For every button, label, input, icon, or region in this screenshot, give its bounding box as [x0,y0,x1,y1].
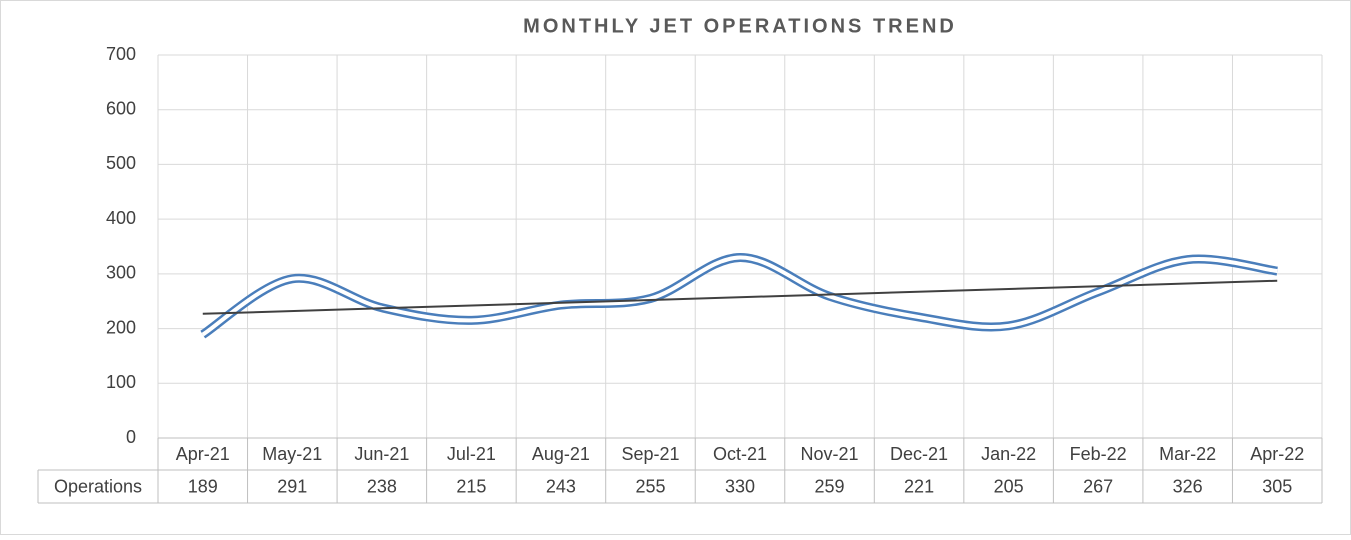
table-value: 259 [815,476,845,496]
x-tick-label: Nov-21 [801,444,859,464]
series-line-inner [201,255,1278,337]
table-value: 215 [456,476,486,496]
x-tick-label: Jun-21 [354,444,409,464]
x-tick-label: Jul-21 [447,444,496,464]
x-tick-label: Jan-22 [981,444,1036,464]
trendline [202,279,1278,315]
chart-title: MONTHLY JET OPERATIONS TREND [523,15,957,37]
x-tick-label: Aug-21 [532,444,590,464]
x-tick-label: Apr-22 [1250,444,1304,464]
x-tick-label: Apr-21 [176,444,230,464]
x-tick-label: Sep-21 [621,444,679,464]
y-tick-label: 400 [106,208,136,228]
y-tick-label: 0 [126,427,136,447]
y-tick-label: 200 [106,317,136,337]
table-value: 238 [367,476,397,496]
y-tick-label: 700 [106,44,136,64]
table-value: 255 [635,476,665,496]
x-tick-label: Mar-22 [1159,444,1216,464]
x-tick-label: Dec-21 [890,444,948,464]
y-tick-label: 100 [106,372,136,392]
table-value: 305 [1262,476,1292,496]
x-tick-label: Feb-22 [1070,444,1127,464]
table-series-name: Operations [54,476,142,496]
table-value: 326 [1173,476,1203,496]
table-value: 267 [1083,476,1113,496]
table-value: 221 [904,476,934,496]
table-value: 330 [725,476,755,496]
table-value: 205 [994,476,1024,496]
x-tick-label: May-21 [262,444,322,464]
y-tick-label: 500 [106,153,136,173]
y-tick-label: 600 [106,98,136,118]
y-tick-label: 300 [106,263,136,283]
table-value: 189 [188,476,218,496]
x-tick-label: Oct-21 [713,444,767,464]
table-value: 243 [546,476,576,496]
table-value: 291 [277,476,307,496]
